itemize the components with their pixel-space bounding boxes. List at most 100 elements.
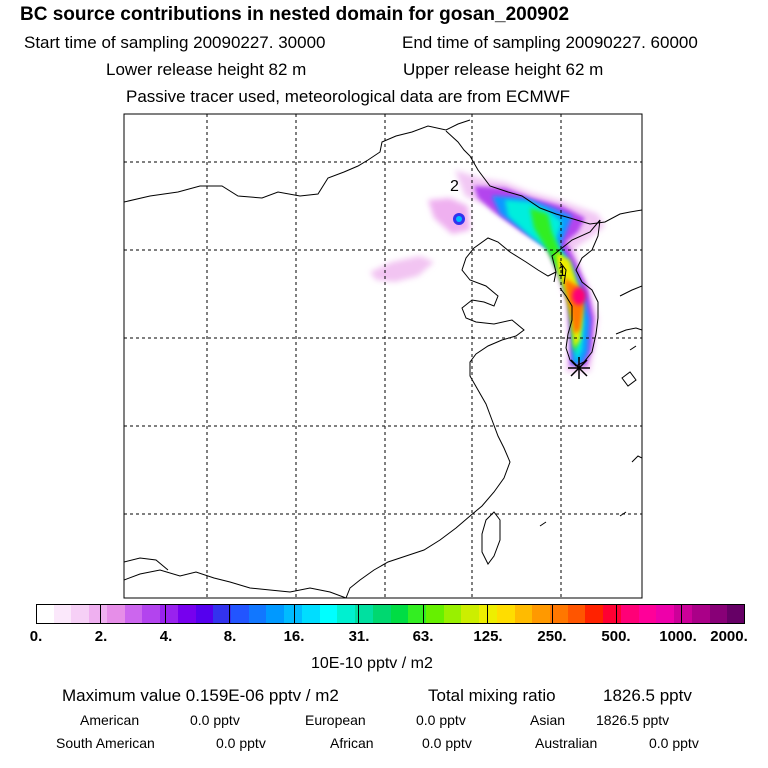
upper-release-label: Upper release height 62 m xyxy=(403,60,604,79)
region-european-name: European xyxy=(305,712,366,728)
coast-japan-island xyxy=(621,371,637,387)
colorbar-cell xyxy=(390,604,409,624)
colorbar-cell xyxy=(89,604,108,624)
colorbar-cell xyxy=(337,604,356,624)
colorbar-cell xyxy=(496,604,516,624)
coastlines xyxy=(124,119,642,598)
colorbar-separator xyxy=(616,604,618,624)
concentration-plume xyxy=(370,170,605,372)
coast-japan-2 xyxy=(615,327,642,335)
colorbar-separator xyxy=(164,604,166,624)
colorbar-cell xyxy=(124,604,143,624)
map-frame xyxy=(123,113,643,599)
colorbar-cell xyxy=(284,604,303,624)
colorbar-cell xyxy=(266,604,285,624)
colorbar-cell xyxy=(532,604,551,624)
total-mixing-label: Total mixing ratio xyxy=(428,686,556,705)
gridlines xyxy=(124,114,642,598)
colorbar-separator xyxy=(422,604,424,624)
map-panel: 2 1 xyxy=(123,113,643,599)
colorbar-cell xyxy=(53,604,72,624)
colorbar-cell xyxy=(691,604,711,624)
receptor-star-marker xyxy=(568,357,590,379)
region-african-value: 0.0 pptv xyxy=(422,735,472,751)
region-european-value: 0.0 pptv xyxy=(416,712,466,728)
tick-2: 4. xyxy=(159,628,173,645)
colorbar-units: 10E-10 pptv / m2 xyxy=(311,655,433,672)
region-american-value: 0.0 pptv xyxy=(190,712,240,728)
plume-west-spot-core xyxy=(456,216,462,222)
tick-8: 250. xyxy=(537,628,567,645)
colorbar-separator xyxy=(100,604,102,624)
tracer-note: Passive tracer used, meteorological data… xyxy=(126,87,571,106)
tick-10: 1000. xyxy=(659,628,697,645)
region-african-name: African xyxy=(330,735,374,751)
colorbar-cell xyxy=(372,604,391,624)
colorbar-cell xyxy=(656,604,675,624)
trajectory-label-2: 2 xyxy=(450,178,459,195)
colorbar-cell xyxy=(142,604,161,624)
colorbar-separator xyxy=(358,604,360,624)
map-content: 2 1 xyxy=(124,114,642,598)
colorbar-frame xyxy=(36,604,745,624)
colorbar-cell xyxy=(567,604,586,624)
colorbar-cell xyxy=(177,604,197,624)
tick-7: 125. xyxy=(473,628,503,645)
region-american-name: American xyxy=(80,712,140,728)
colorbar-cell xyxy=(620,604,640,624)
total-mixing-value: 1826.5 pptv xyxy=(603,686,692,705)
colorbar-cell xyxy=(674,604,693,624)
plot-title: BC source contributions in nested domain… xyxy=(20,4,570,25)
coast-islet xyxy=(539,521,547,527)
colorbar-cell xyxy=(195,604,214,624)
tick-9: 500. xyxy=(601,628,631,645)
colorbar-cell xyxy=(461,604,480,624)
colorbar-cell xyxy=(301,604,321,624)
colorbar-separator xyxy=(680,604,682,624)
border-southwest xyxy=(124,557,169,571)
border-russia xyxy=(445,130,642,225)
plume-peak xyxy=(572,287,586,305)
tick-0: 0. xyxy=(29,628,43,645)
colorbar-cell xyxy=(443,604,462,624)
colorbar-cell xyxy=(71,604,90,624)
border-south xyxy=(124,569,347,598)
border-detail xyxy=(559,261,567,285)
trajectory-label-1: 1 xyxy=(558,263,566,280)
end-time-label: End time of sampling 20090227. 60000 xyxy=(402,33,698,52)
colorbar-cell xyxy=(36,604,55,624)
colorbar-cell xyxy=(638,604,657,624)
region-australian-name: Australian xyxy=(535,735,598,751)
coast-korea xyxy=(559,219,601,367)
tick-5: 31. xyxy=(348,628,370,645)
tick-1: 2. xyxy=(94,628,108,645)
coast-taiwan xyxy=(481,511,501,565)
tick-3: 8. xyxy=(223,628,237,645)
border-mongolia xyxy=(124,119,471,203)
coast-china xyxy=(345,237,557,598)
colorbar-separator xyxy=(229,604,231,624)
colorbar-cell xyxy=(709,604,728,624)
coast-islet-2 xyxy=(629,345,637,351)
colorbar-cell xyxy=(425,604,445,624)
coast-ryukyu-1 xyxy=(631,455,642,463)
colorbar-separator xyxy=(551,604,553,624)
colorbar-cell xyxy=(230,604,250,624)
colorbar xyxy=(36,604,746,626)
colorbar-cell xyxy=(408,604,427,624)
colorbar-separator xyxy=(487,604,489,624)
tick-6: 63. xyxy=(412,628,434,645)
region-south-american-value: 0.0 pptv xyxy=(216,735,266,751)
colorbar-separator xyxy=(293,604,295,624)
colorbar-cell xyxy=(550,604,569,624)
tick-11: 2000. xyxy=(710,628,748,645)
colorbar-cell xyxy=(213,604,232,624)
colorbar-cell xyxy=(160,604,179,624)
region-asian-value: 1826.5 pptv xyxy=(596,712,670,728)
colorbar-cell xyxy=(585,604,604,624)
colorbar-cell xyxy=(514,604,533,624)
colorbar-cell xyxy=(106,604,126,624)
plume-west-lobe xyxy=(428,198,470,234)
colorbar-cell xyxy=(727,604,746,624)
coast-japan-1 xyxy=(619,285,642,297)
